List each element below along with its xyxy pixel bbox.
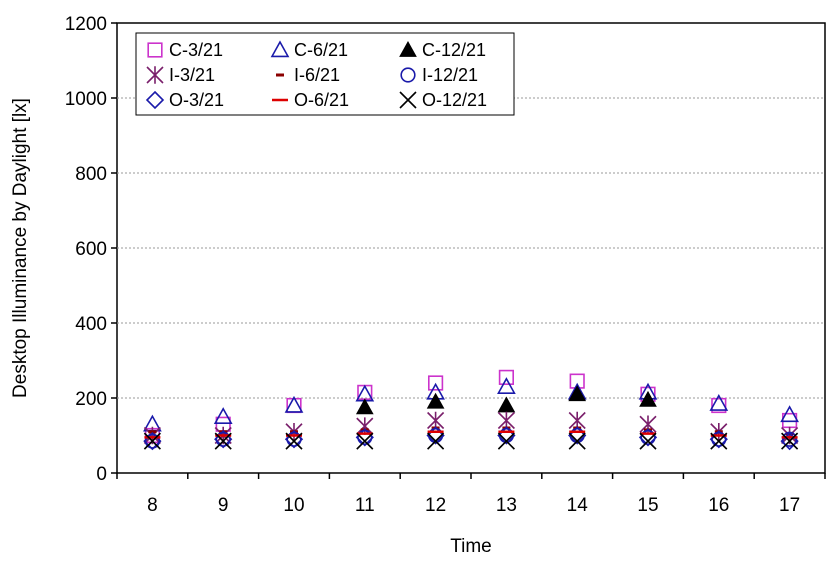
legend-marker	[399, 40, 417, 57]
data-point	[569, 427, 585, 444]
data-point	[498, 369, 515, 385]
data-point	[286, 431, 302, 447]
y-tick-label: 800	[75, 164, 107, 185]
x-tick-label: 17	[779, 495, 800, 516]
legend: C-3/21 C-6/21 C-12/21 I-3/21 I-6/21 I-12/21 O-…	[135, 32, 515, 116]
data-point	[428, 427, 444, 444]
data-point	[498, 427, 515, 444]
legend-item: C-6/21	[270, 40, 348, 60]
legend-marker	[270, 40, 290, 58]
x-axis-ticks: 8 9 10 11 12 13 14 15 16 17	[116, 473, 826, 516]
legend-label: O-6/21	[294, 90, 349, 110]
legend-marker	[147, 42, 163, 58]
data-point	[356, 417, 374, 435]
legend-label: I-6/21	[294, 65, 340, 85]
data-point	[568, 432, 586, 450]
legend-item: C-12/21	[399, 40, 486, 60]
legend-items: C-3/21 C-6/21 C-12/21 I-3/21 I-6/21 I-12/21 O-…	[145, 40, 487, 110]
data-point	[355, 398, 374, 415]
data-point	[640, 429, 656, 445]
data-point	[568, 411, 586, 430]
data-point	[214, 432, 232, 450]
legend-item: O-6/21	[272, 90, 349, 110]
x-axis-title: Time	[450, 536, 492, 557]
legend-box	[135, 32, 515, 116]
data-point	[213, 407, 233, 424]
legend-label: I-3/21	[169, 65, 215, 85]
data-point	[357, 429, 373, 445]
x-tick-label: 10	[283, 495, 304, 516]
data-point	[143, 432, 161, 450]
legend-marker	[399, 91, 417, 109]
legend-label: C-6/21	[294, 40, 348, 60]
data-point	[780, 405, 799, 423]
data-point	[426, 392, 445, 409]
legend-marker	[145, 90, 165, 110]
x-tick-label: 16	[708, 495, 729, 516]
legend-marker	[146, 66, 164, 84]
x-tick-label: 11	[355, 495, 375, 516]
legend-label: C-12/21	[422, 40, 486, 60]
x-tick-label: 8	[147, 495, 158, 516]
data-point	[215, 431, 231, 447]
y-tick-label: 400	[75, 314, 107, 335]
x-tick-label: 12	[425, 495, 446, 516]
legend-marker	[400, 67, 416, 83]
legend-label: C-3/21	[169, 40, 223, 60]
data-point	[497, 432, 515, 450]
data-point	[711, 431, 727, 447]
data-point	[711, 397, 727, 414]
y-tick-label: 600	[75, 239, 107, 260]
data-marks	[143, 369, 799, 451]
data-point	[568, 385, 587, 402]
data-point	[427, 375, 444, 391]
x-tick-label: 15	[637, 495, 658, 516]
data-point	[709, 393, 729, 411]
data-point	[710, 432, 728, 450]
x-tick-label: 9	[218, 495, 229, 516]
legend-item: I-6/21	[276, 65, 340, 85]
y-tick-label: 1200	[65, 14, 107, 35]
data-point	[639, 390, 657, 407]
y-tick-label: 0	[96, 464, 107, 485]
data-point	[781, 432, 799, 450]
data-point	[285, 432, 303, 450]
y-tick-label: 200	[75, 389, 107, 410]
legend-label: O-3/21	[169, 90, 224, 110]
y-tick-label: 1000	[65, 89, 107, 110]
legend-label: O-12/21	[422, 90, 487, 110]
legend-item: I-12/21	[400, 65, 478, 85]
series-o-12-21	[143, 432, 799, 450]
legend-label: I-12/21	[422, 65, 478, 85]
data-point	[427, 411, 445, 430]
data-point	[497, 411, 515, 430]
legend-item: O-3/21	[145, 90, 224, 110]
data-point	[497, 377, 516, 394]
y-axis-title: Desktop Illuminance by Daylight [lx]	[10, 98, 31, 398]
legend-item: O-12/21	[399, 90, 487, 110]
data-point	[427, 432, 445, 450]
data-point	[284, 395, 304, 413]
x-tick-label: 13	[496, 495, 517, 516]
y-axis-ticks: 0 200 400 600 800 1000 1200	[65, 14, 117, 485]
data-point	[639, 432, 657, 450]
legend-item: C-3/21	[147, 40, 223, 60]
data-point	[356, 432, 374, 450]
data-point	[144, 433, 160, 449]
x-tick-label: 14	[567, 495, 589, 516]
series-c-12-21	[355, 385, 657, 415]
legend-item: I-3/21	[146, 65, 215, 85]
